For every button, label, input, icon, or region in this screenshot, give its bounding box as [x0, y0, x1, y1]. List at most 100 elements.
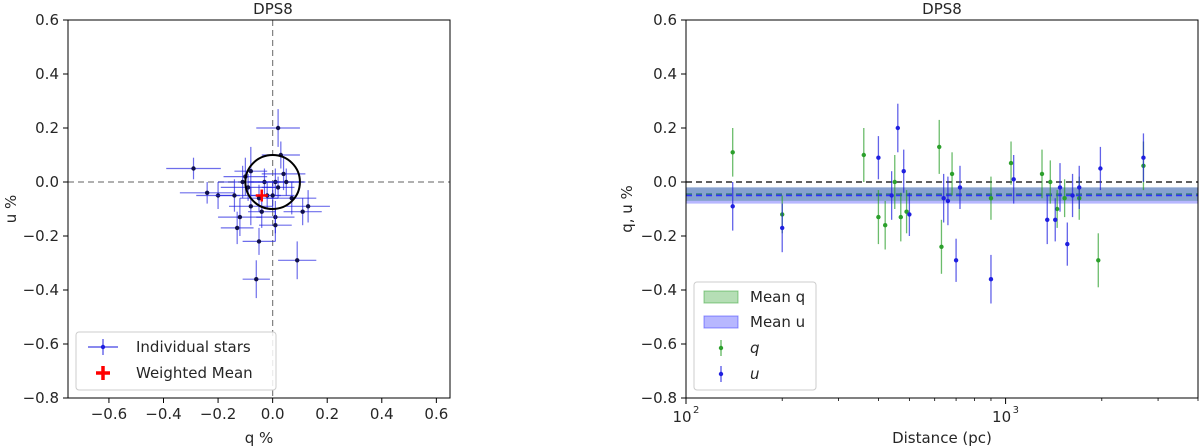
q-marker [988, 196, 994, 201]
star-marker [256, 196, 262, 201]
left-x-tick-label: 0.0 [261, 405, 285, 423]
legend-q-marker [718, 340, 724, 356]
mean-circle [244, 154, 301, 210]
star-marker [237, 214, 243, 220]
u-marker [1098, 166, 1103, 171]
left-y-tick-label: −0.8 [23, 389, 59, 407]
u-point [941, 173, 946, 223]
q-point [1096, 233, 1101, 288]
legend-mean-q-label: Mean q [750, 288, 805, 306]
star-marker [284, 179, 289, 185]
q-marker [1096, 258, 1101, 263]
left-y-tick-label: 0.4 [35, 65, 59, 83]
u-marker [1141, 155, 1146, 160]
u-point [780, 203, 785, 253]
star-marker [281, 171, 286, 177]
star-point [261, 176, 295, 199]
left-chart-title: DPS8 [253, 0, 293, 18]
left-y-tick-label: 0.0 [35, 173, 59, 191]
right-x-tick-exponent: 3 [1013, 405, 1019, 416]
u-marker [889, 193, 894, 198]
legend-mean-u-label: Mean u [750, 313, 805, 331]
q-marker [949, 171, 955, 177]
u-marker [1011, 177, 1016, 182]
u-point [953, 238, 959, 282]
star-point [234, 146, 268, 196]
left-legend: Individual stars Weighted Mean [75, 331, 277, 391]
left-y-axis-title: u % [2, 195, 20, 224]
left-x-axis-title: q % [245, 429, 274, 447]
q-marker [1054, 206, 1060, 212]
q-point [876, 190, 881, 245]
left-chart-ticks: −0.6 −0.4 −0.2 0.0 0.2 0.4 0.6 −0.8 −0.6 −0.4 −0.2… [23, 11, 449, 423]
left-x-tick-label: −0.4 [145, 405, 181, 423]
right-plot-frame [685, 19, 1199, 399]
left-x-tick-label: 0.4 [370, 405, 394, 423]
right-x-axis-title: Distance (pc) [892, 429, 992, 447]
u-marker [730, 204, 735, 209]
star-point [242, 227, 276, 255]
right-chart: DPS8 10 2 10 3−0.8−0.6−0.4−0.20.00.20.40.6 … [618, 0, 1199, 447]
q-marker [939, 244, 944, 249]
q-point [730, 128, 735, 177]
left-x-tick-label: 0.2 [315, 405, 339, 423]
q-marker [937, 144, 942, 150]
star-point [256, 109, 300, 147]
star-marker [270, 193, 275, 198]
legend-individual-stars-marker [88, 339, 118, 355]
u-point [945, 176, 951, 226]
u-marker [895, 125, 901, 131]
u-marker [1065, 241, 1070, 247]
left-x-tick-label: −0.2 [200, 405, 236, 423]
star-point [283, 198, 322, 226]
star-marker [256, 239, 262, 244]
right-y-axis-title: q, u % [618, 185, 636, 233]
left-chart: DPS8 −0.6 −0.4 −0.2 0.0 0.2 0.4 0.6−0.8−0.6−0.… [2, 0, 451, 447]
left-x-tick-label: 0.6 [424, 405, 448, 423]
star-marker [259, 209, 264, 214]
u-marker [957, 185, 963, 190]
left-y-tick-label: −0.2 [23, 227, 59, 245]
star-point [242, 260, 270, 299]
legend-q-label: q [750, 339, 760, 357]
legend-individual-stars-label: Individual stars [136, 338, 251, 356]
legend-mean-q-swatch [703, 290, 739, 304]
q-marker [882, 223, 888, 228]
q-point [988, 176, 994, 220]
q-point [1008, 141, 1014, 185]
q-point [949, 152, 955, 196]
u-marker [1077, 185, 1082, 190]
u-point [1011, 155, 1016, 204]
q-point [939, 219, 944, 274]
u-marker [988, 277, 994, 282]
right-legend: Mean q Mean u q u [693, 281, 817, 391]
u-marker [1045, 217, 1050, 222]
u-point [1141, 133, 1146, 182]
left-y-tick-label: −0.4 [23, 281, 59, 299]
q-marker [861, 152, 866, 158]
q-point [898, 192, 903, 242]
u-marker [876, 155, 881, 160]
star-marker [240, 179, 245, 185]
q-point [937, 119, 942, 174]
u-point [1070, 173, 1075, 218]
star-marker [232, 193, 237, 198]
q-point [1062, 179, 1067, 218]
right-y-tick-label: 0.4 [653, 65, 677, 83]
u-marker [953, 258, 959, 263]
star-marker [248, 169, 254, 174]
star-marker [234, 225, 240, 231]
star-marker [305, 204, 311, 209]
left-y-tick-label: −0.6 [23, 335, 59, 353]
u-marker [1053, 217, 1058, 222]
right-y-tick-label: −0.2 [641, 227, 677, 245]
u-marker [780, 225, 785, 231]
right-y-tick-label: 0.2 [653, 119, 677, 137]
legend-u-label: u [750, 365, 760, 383]
right-y-tick-label: −0.4 [641, 281, 677, 299]
legend-weighted-mean-label: Weighted Mean [136, 364, 253, 382]
q-marker [904, 209, 909, 214]
right-y-tick-label: 0.0 [653, 173, 677, 191]
u-point [988, 254, 994, 304]
